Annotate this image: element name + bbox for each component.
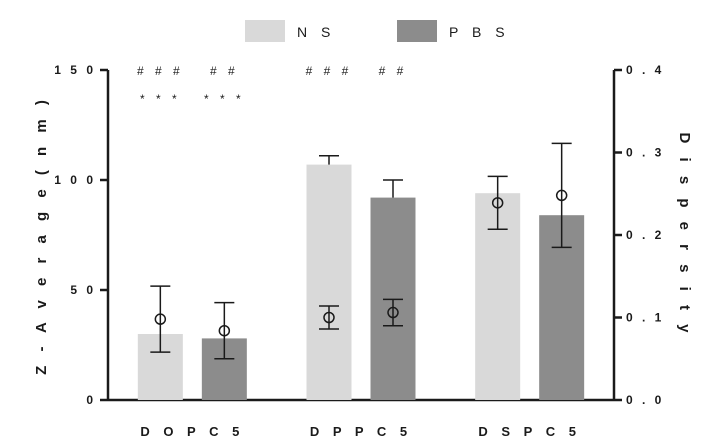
y2-tick-label: 0 . 2 [626,228,664,242]
dispersity-point [154,313,167,325]
y2-tick-label: 0 . 4 [626,63,664,77]
y-tick-label: 1 0 0 [54,173,96,187]
legend-label-ns: N S [297,24,335,40]
significance-marker: * * * [204,92,245,106]
annotations: # # # # # * * * * * * # # # # # [137,64,408,106]
significance-marker: # # [210,64,239,78]
significance-marker: # # [379,64,408,78]
y2-tick-label: 0 . 0 [626,393,664,407]
significance-marker: # # # [137,64,184,78]
y-tick-label: 5 0 [70,283,96,297]
dispersity-point [218,324,231,337]
significance-marker: * * * [140,92,181,106]
significance-marker: # # # [306,64,353,78]
y2-tick-label: 0 . 3 [626,146,664,160]
y2-axis-title: D i s p e r s i t y [676,132,693,337]
legend-swatch-pbs [397,20,437,42]
bars [137,164,585,400]
legend-label-pbs: P B S [449,24,510,40]
y2-tick-label: 0 . 1 [626,311,664,325]
x-category-label: D O P C 5 [140,424,244,439]
dispersity-point [323,311,335,324]
y-axis-title: Z - A v e r a g e ( n m ) [33,95,50,375]
error-overlay [150,142,572,360]
x-category-label: D P P C 5 [310,424,412,439]
y-tick-label: 1 5 0 [54,63,96,77]
dispersity-point [491,197,504,209]
dispersity-point [555,189,568,202]
axes: 0 5 0 1 0 0 1 5 0 0 . 0 0 . 1 0 . 2 0 . 3 0 . 4 Z… [33,63,693,439]
bar-ns-dppc5 [306,164,352,400]
y-tick-label: 0 [86,393,96,407]
legend-swatch-ns [245,20,285,42]
x-category-label: D S P C 5 [478,424,581,439]
dispersity-point [387,306,399,319]
